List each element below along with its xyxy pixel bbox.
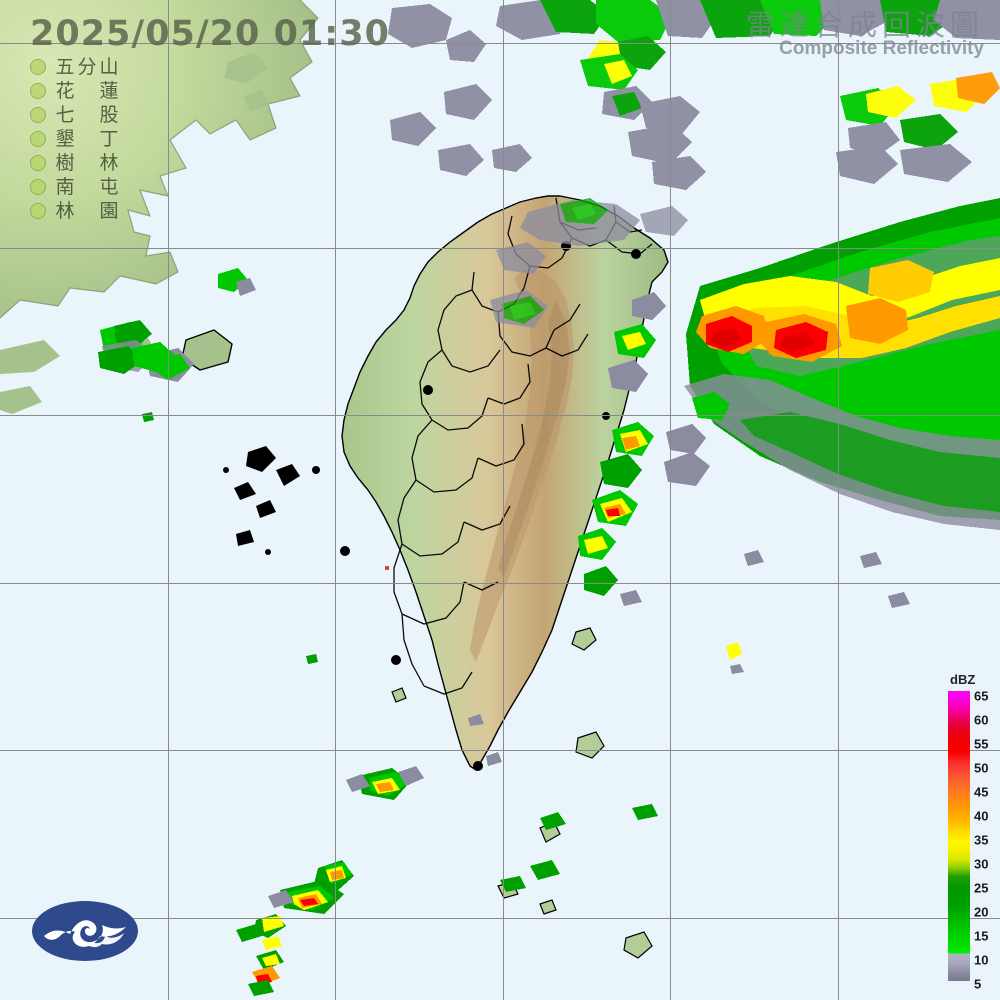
station-item[interactable]: 樹 林 [30, 152, 120, 174]
station-char: 股 [99, 104, 119, 126]
station-item[interactable]: 七 股 [30, 104, 120, 126]
station-char: 墾 [55, 128, 75, 150]
map-title-chinese: 雷達合成回波圖 [745, 8, 984, 42]
mainland-china-landmass [0, 0, 319, 414]
station-char: 山 [99, 56, 119, 78]
station-char: 五 [55, 56, 75, 78]
legend-tick: 45 [974, 784, 989, 800]
station-char: 林 [55, 200, 75, 222]
echo-cluster-southwest-line [236, 766, 424, 996]
station-item[interactable]: 林 園 [30, 200, 120, 222]
legend-tick: 20 [974, 904, 989, 920]
station-char: 蓮 [99, 80, 119, 102]
legend-tick: 35 [974, 832, 989, 848]
station-bullet-icon [30, 155, 46, 171]
station-bullet-icon [30, 107, 46, 123]
legend-color-bar [948, 691, 970, 981]
station-char: 屯 [99, 176, 119, 198]
legend-tick: 55 [974, 736, 989, 752]
map-title-english: Composite Reflectivity [779, 38, 984, 60]
radar-station-list: 五 分 山 花 蓮 七 股 墾 [30, 56, 120, 222]
station-char: 南 [55, 176, 75, 198]
station-item[interactable]: 墾 丁 [30, 128, 120, 150]
echo-cluster-north-taiwan [490, 198, 688, 328]
station-char [76, 104, 98, 126]
legend-unit-label: dBZ [950, 672, 976, 687]
echo-cluster-taiwan-strait [98, 268, 256, 382]
echo-cluster-northeast [664, 198, 1000, 530]
station-char: 園 [99, 200, 119, 222]
station-bullet-icon [30, 59, 46, 75]
penghu-islands [223, 446, 320, 555]
legend-tick: 25 [974, 880, 989, 896]
station-char: 分 [77, 56, 97, 78]
station-char [76, 176, 98, 198]
station-char: 花 [55, 80, 75, 102]
station-char [76, 200, 98, 222]
timestamp-label: 2025/05/20 01:30 [30, 14, 390, 54]
legend-tick-labels: 65 60 55 50 45 40 35 30 25 20 15 10 5 [974, 688, 1000, 992]
cwb-logo [30, 898, 140, 964]
station-char [76, 152, 98, 174]
station-char: 林 [99, 152, 119, 174]
station-item[interactable]: 南 屯 [30, 176, 120, 198]
station-bullet-icon [30, 179, 46, 195]
echo-scattered-small [142, 412, 910, 892]
legend-tick: 15 [974, 928, 989, 944]
station-char: 丁 [99, 128, 119, 150]
station-char: 樹 [55, 152, 75, 174]
legend-tick: 10 [974, 952, 989, 968]
station-item[interactable]: 五 分 山 [30, 56, 120, 78]
station-char [76, 80, 98, 102]
dbz-color-legend: dBZ 65 60 55 50 45 40 35 30 25 20 15 10 … [944, 672, 1000, 992]
station-char [76, 128, 98, 150]
legend-tick: 5 [974, 976, 982, 992]
legend-tick: 65 [974, 688, 989, 704]
legend-tick: 50 [974, 760, 989, 776]
station-item[interactable]: 花 蓮 [30, 80, 120, 102]
station-bullet-icon [30, 83, 46, 99]
city-markers [340, 241, 641, 771]
taiwan-island [341, 195, 669, 771]
station-bullet-icon [30, 131, 46, 147]
legend-tick: 60 [974, 712, 989, 728]
map-title-block: 雷達合成回波圖 Composite Reflectivity [746, 10, 984, 60]
legend-tick: 40 [974, 808, 989, 824]
legend-tick: 30 [974, 856, 989, 872]
station-char: 七 [55, 104, 75, 126]
station-bullet-icon [30, 203, 46, 219]
echo-cluster-east-coast [578, 292, 666, 596]
